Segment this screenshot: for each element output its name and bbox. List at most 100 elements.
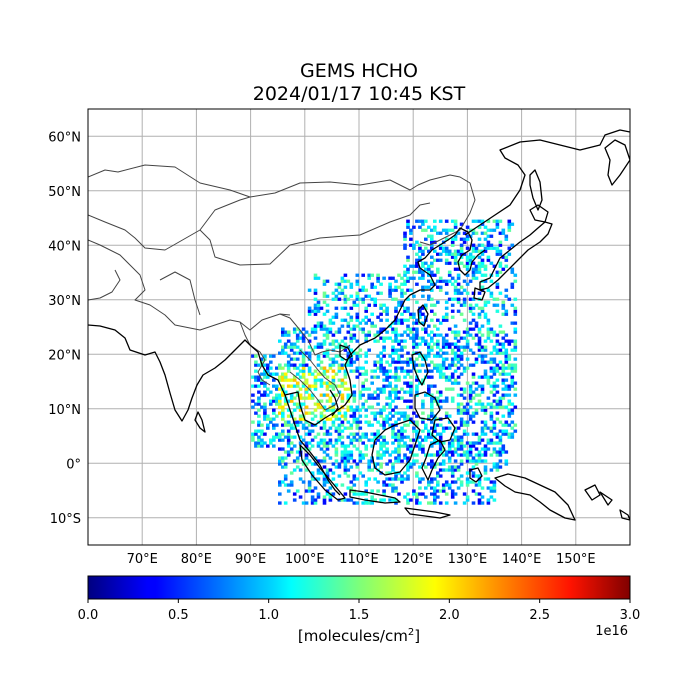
colorbar-unit-label: [molecules/cm2]	[297, 627, 421, 645]
hcho-pixel	[513, 366, 518, 370]
hcho-pixel	[343, 498, 348, 502]
hcho-pixel	[313, 312, 318, 316]
hcho-pixel	[441, 489, 446, 493]
hcho-pixel	[507, 387, 512, 391]
hcho-pixel	[459, 372, 464, 376]
hcho-pixel	[453, 480, 458, 484]
hcho-pixel	[427, 267, 431, 271]
hcho-pixel	[468, 321, 473, 325]
hcho-pixel	[322, 456, 327, 460]
hcho-pixel	[283, 456, 288, 460]
hcho-pixel	[486, 360, 491, 364]
hcho-pixel	[436, 339, 440, 343]
hcho-pixel	[251, 420, 255, 424]
hcho-pixel	[498, 405, 503, 409]
hcho-pixel	[337, 462, 342, 466]
hcho-pixel	[430, 318, 434, 322]
hcho-pixel	[477, 342, 482, 346]
hcho-pixel	[319, 414, 324, 418]
hcho-pixel	[412, 243, 416, 247]
border-pakistan-india	[159, 271, 201, 316]
hcho-pixel	[450, 495, 455, 499]
hcho-pixel	[313, 303, 318, 307]
hcho-pixel	[397, 435, 401, 439]
hcho-pixel	[477, 399, 482, 403]
hcho-pixel	[403, 234, 407, 238]
hcho-pixel	[355, 324, 360, 328]
hcho-pixel	[421, 405, 425, 409]
hcho-pixel	[364, 399, 368, 403]
hcho-pixel	[480, 384, 485, 388]
hcho-pixel	[418, 270, 422, 274]
hcho-pixel	[275, 402, 279, 406]
hcho-pixel	[352, 501, 357, 505]
hcho-pixel	[367, 273, 371, 277]
hcho-pixel	[474, 303, 479, 307]
hcho-pixel	[421, 417, 425, 421]
hcho-pixel	[364, 420, 368, 424]
hcho-pixel	[352, 393, 357, 397]
hcho-pixel	[397, 456, 401, 460]
hcho-pixel	[286, 450, 291, 454]
hcho-pixel	[328, 318, 333, 322]
hcho-pixel	[406, 279, 410, 283]
hcho-pixel	[334, 354, 339, 358]
hcho-pixel	[307, 384, 312, 388]
hcho-pixel	[418, 480, 422, 484]
hcho-pixel	[483, 246, 488, 250]
hcho-pixel	[438, 288, 443, 292]
hcho-pixel	[489, 480, 494, 484]
hcho-pixel	[367, 462, 371, 466]
hcho-pixel	[474, 462, 479, 466]
hcho-pixel	[355, 432, 360, 436]
hcho-pixel	[257, 408, 261, 412]
hcho-pixel	[412, 336, 416, 340]
hcho-pixel	[283, 351, 288, 355]
hcho-pixel	[376, 354, 380, 358]
hcho-pixel	[456, 408, 461, 412]
hcho-pixel	[504, 354, 509, 358]
hcho-pixel	[418, 255, 422, 259]
hcho-pixel	[436, 342, 440, 346]
hcho-pixel	[358, 450, 363, 454]
hcho-pixel	[301, 480, 306, 484]
hcho-pixel	[474, 441, 479, 445]
hcho-pixel	[436, 483, 440, 487]
hcho-pixel	[492, 384, 497, 388]
hcho-pixel	[403, 282, 407, 286]
hcho-pixel	[328, 396, 333, 400]
hcho-pixel	[325, 408, 330, 412]
hcho-pixel	[373, 462, 377, 466]
latitude-tick-label: 50°N	[48, 185, 81, 200]
hcho-pixel	[436, 462, 440, 466]
hcho-pixel	[465, 258, 470, 262]
hcho-pixel	[474, 231, 479, 235]
hcho-pixel	[355, 417, 360, 421]
hcho-pixel	[295, 489, 300, 493]
hcho-pixel	[441, 459, 446, 463]
hcho-pixel	[316, 300, 321, 304]
hcho-pixel	[418, 477, 422, 481]
hcho-pixel	[331, 444, 336, 448]
hcho-pixel	[486, 441, 491, 445]
hcho-pixel	[340, 324, 345, 328]
hcho-pixel	[409, 417, 413, 421]
hcho-pixel	[310, 444, 315, 448]
hcho-pixel	[421, 306, 425, 310]
hcho-pixel	[352, 483, 357, 487]
hcho-pixel	[483, 408, 488, 412]
hcho-pixel	[358, 426, 363, 430]
hcho-pixel	[316, 492, 321, 496]
hcho-pixel	[379, 282, 383, 286]
hcho-pixel	[453, 261, 458, 265]
hcho-pixel	[298, 420, 303, 424]
hcho-pixel	[334, 417, 339, 421]
hcho-pixel	[254, 384, 258, 388]
hcho-pixel	[379, 312, 383, 316]
hcho-pixel	[436, 252, 440, 256]
hcho-pixel	[325, 351, 330, 355]
hcho-pixel	[421, 327, 425, 331]
hcho-pixel	[462, 429, 467, 433]
hcho-pixel	[453, 336, 458, 340]
hcho-pixel	[382, 372, 386, 376]
